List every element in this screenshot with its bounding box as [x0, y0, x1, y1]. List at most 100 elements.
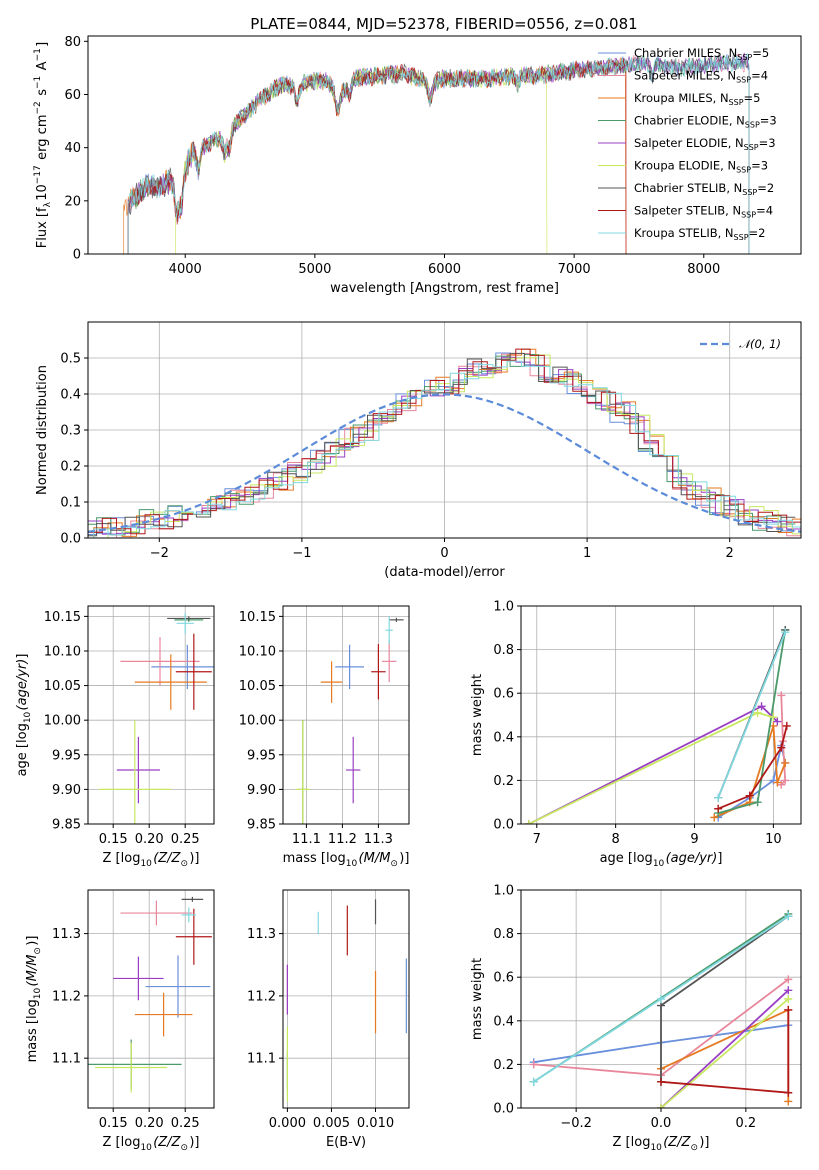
legend-entry-salpeter-elodie: Salpeter ELODIE, NSSP=3 — [634, 136, 776, 152]
weight-marker-5 — [657, 1104, 665, 1108]
weight-line-5 — [660, 998, 789, 1108]
x-tick-label: −1 — [292, 546, 311, 561]
weight-marker-1 — [784, 975, 793, 984]
legend-entry-kroupa-elodie: Kroupa ELODIE, NSSP=3 — [634, 159, 768, 175]
y-tick-label: 0.8 — [493, 643, 514, 658]
weight-line-4 — [660, 989, 789, 1108]
y-axis-label: mass weight — [470, 958, 485, 1040]
frame-weight_vs_age: 7 8 9 10 0.0 0.2 0.4 0.6 0.8 1.0 age [log10 (age/y… — [493, 600, 802, 869]
weight-marker-8 — [657, 995, 665, 1003]
weight-marker-4 — [757, 702, 766, 711]
y-tick-label: 0.0 — [493, 818, 514, 833]
x-axis-label: mass [log10 (M/M⊙ )] — [283, 851, 410, 869]
y-tick-label: 9.90 — [247, 783, 276, 798]
y-tick-label: 0.5 — [60, 352, 81, 367]
x-tick-label: −2 — [150, 546, 169, 561]
y-tick-label: 0.0 — [493, 1102, 514, 1117]
weight-marker-1 — [529, 1060, 538, 1069]
x-axis-label: wavelength [Angstrom, rest frame] — [330, 281, 559, 296]
weight-marker-8 — [529, 1077, 538, 1086]
frame-spectrum: 4000 5000 6000 7000 8000 0 20 40 60 80 wavelength … — [64, 35, 802, 296]
weight-marker-1 — [777, 691, 786, 700]
y-tick-label: 40 — [64, 141, 81, 156]
legend-entry-chabrier-stelib: Chabrier STELIB, NSSP=2 — [634, 181, 774, 197]
weight-marker-8 — [714, 793, 723, 802]
legend-entry-chabrier-elodie: Chabrier ELODIE, NSSP=3 — [634, 114, 777, 130]
x-tick-label: 6000 — [428, 262, 461, 277]
weight-marker-7 — [745, 791, 754, 800]
axes-frame — [282, 889, 410, 1109]
y-tick-label: 0.2 — [493, 774, 514, 789]
weight-line-7 — [717, 725, 788, 810]
spectrum-line-kroupa-stelib — [127, 52, 750, 254]
x-tick-label: 0.20 — [135, 832, 164, 847]
y-tick-label: 10.00 — [44, 714, 81, 729]
x-axis-label: Z [log10 (Z/Z⊙ )] — [103, 851, 200, 869]
weight_vs_age-series — [524, 625, 791, 824]
x-tick-label: 0.0 — [651, 1116, 672, 1131]
y-tick-label: 9.85 — [52, 818, 81, 833]
weight_vs_Z-series — [529, 909, 793, 1108]
y-tick-label: 0 — [73, 248, 81, 263]
y-tick-label: 9.95 — [52, 748, 81, 763]
y-tick-label: 1.0 — [493, 884, 514, 899]
legend-entry-kroupa-miles: Kroupa MILES, NSSP=5 — [634, 91, 760, 107]
x-tick-label: 0.000 — [269, 1116, 306, 1131]
x-tick-label: 0 — [440, 546, 448, 561]
y-tick-label: 0.8 — [493, 927, 514, 942]
weight-line-8 — [717, 631, 787, 799]
weight-marker-2 — [773, 778, 782, 787]
y-tick-label: 0.4 — [493, 1014, 514, 1029]
y-tick-label: 10.15 — [44, 610, 81, 625]
y-tick-label: 0.2 — [493, 1058, 514, 1073]
age_vs_mass-points — [295, 616, 404, 824]
frame-mass_vs_Z: 0.15 0.20 0.25 11.1 11.2 11.3 Z [log10 (Z/Z⊙ )… — [52, 889, 215, 1153]
weight-marker-8 — [781, 628, 790, 637]
axes-frame — [87, 605, 215, 825]
x-tick-label: 11.2 — [328, 832, 357, 847]
x-tick-label: 0.20 — [135, 1116, 164, 1131]
y-tick-label: 1.0 — [493, 600, 514, 615]
x-tick-label: 0.010 — [357, 1116, 394, 1131]
axes-frame — [282, 605, 410, 825]
legend-entry-salpeter-stelib: Salpeter STELIB, NSSP=4 — [634, 204, 773, 220]
x-tick-label: 0.25 — [171, 832, 200, 847]
x-tick-label: 2 — [726, 546, 734, 561]
y-tick-label: 10.05 — [239, 679, 276, 694]
y-tick-label: 11.3 — [247, 927, 276, 942]
x-tick-label: 10 — [765, 832, 782, 847]
y-tick-label: 9.90 — [52, 783, 81, 798]
mass_vs_Z-points — [88, 896, 212, 1093]
y-tick-label: 11.1 — [247, 1052, 276, 1067]
y-tick-label: 0.6 — [493, 687, 514, 702]
normal-reference-curve — [88, 393, 801, 533]
x-tick-label: 8 — [612, 832, 620, 847]
x-tick-label: 4000 — [169, 262, 202, 277]
y-tick-label: 11.1 — [52, 1052, 81, 1067]
weight-marker-8 — [784, 912, 793, 921]
x-tick-label: 9 — [690, 832, 698, 847]
y-tick-label: 10.10 — [239, 644, 276, 659]
y-tick-label: 11.2 — [52, 989, 81, 1004]
frame-age_vs_Z: 0.15 0.20 0.25 9.85 9.90 9.95 10.00 10.05 10.10 1… — [44, 605, 215, 869]
spectrum-legend: Chabrier MILES, NSSP=5 Salpeter MILES, NS… — [598, 46, 777, 242]
x-tick-label: 0.25 — [171, 1116, 200, 1131]
histogram-series-group — [88, 348, 801, 538]
y-tick-label: 20 — [64, 194, 81, 209]
weight-marker-5 — [784, 995, 793, 1003]
x-tick-label: 0.15 — [99, 832, 128, 847]
y-tick-label: 0.4 — [60, 388, 81, 403]
x-tick-label: 0.15 — [99, 1116, 128, 1131]
x-tick-label: 0.2 — [736, 1116, 757, 1131]
chart-layer: 4000 5000 6000 7000 8000020406080wavelength … — [15, 35, 802, 1153]
x-tick-label: 1 — [583, 546, 591, 561]
y-tick-label: 0.1 — [60, 496, 81, 511]
x-tick-label: 7000 — [558, 262, 591, 277]
x-axis-label: age [log10 (age/yr)] — [600, 851, 723, 869]
x-tick-label: 0.005 — [313, 1116, 350, 1131]
weight-marker-5 — [769, 713, 778, 722]
legend-entry-chabrier-miles: Chabrier MILES, NSSP=5 — [634, 46, 769, 62]
y-tick-label: 10.05 — [44, 679, 81, 694]
histogram-step-salpeter-stelib — [88, 348, 801, 538]
axes-mass_vs_Z — [88, 890, 214, 1108]
